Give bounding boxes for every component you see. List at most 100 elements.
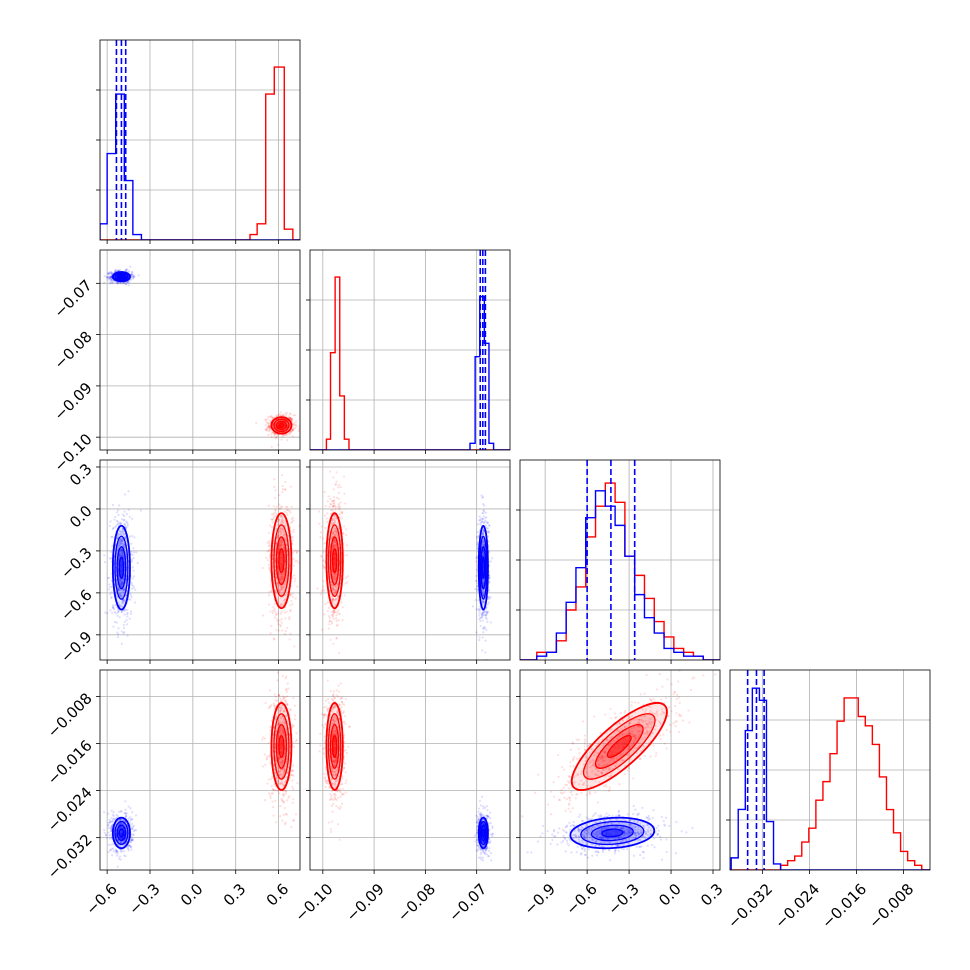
red-sample-point (279, 727, 282, 730)
blue-sample-point (127, 846, 130, 850)
blue-sample-point (121, 581, 124, 584)
blue-sample-point (131, 587, 134, 590)
red-sample-point (331, 600, 334, 603)
red-sample-point (280, 604, 283, 608)
red-sample-point (292, 745, 296, 748)
red-sample-point (281, 434, 284, 437)
red-sample-point (281, 757, 285, 760)
red-sample-point (274, 432, 277, 435)
blue-sample-point (116, 537, 119, 540)
red-sample-point (291, 435, 294, 438)
blue-sample-point (481, 529, 485, 532)
red-histogram-1 (100, 66, 300, 240)
blue-sample-point (117, 586, 120, 590)
red-sample-point (280, 424, 283, 427)
red-sample-point (279, 769, 282, 772)
blue-sample-point (482, 593, 485, 597)
red-sample-point (293, 574, 296, 577)
blue-sample-point (116, 523, 119, 526)
blue-sample-point (119, 592, 122, 595)
red-histogram-3 (520, 482, 720, 660)
blue-sample-point (105, 612, 109, 615)
red-sample-point (294, 740, 298, 743)
blue-sample-point (131, 577, 134, 580)
red-sample-point (278, 518, 281, 522)
blue-sample-point (117, 269, 120, 272)
red-sample-point (268, 422, 272, 425)
red-sample-point (333, 513, 336, 517)
blue-sample-point (129, 807, 132, 810)
red-sample-point (280, 474, 284, 477)
red-sample-point (332, 611, 336, 614)
red-sample-point (270, 624, 273, 628)
red-sample-point (330, 521, 333, 524)
blue-sample-point (110, 843, 113, 846)
blue-sample-point (123, 609, 126, 613)
blue-sample-point (107, 276, 110, 279)
blue-sample-point (106, 276, 109, 279)
red-sample-point (277, 601, 280, 604)
red-sample-point (278, 695, 281, 698)
blue-sample-point (118, 616, 121, 619)
blue-sample-point (119, 542, 122, 545)
blue-sample-point (128, 280, 131, 284)
red-sample-point (281, 413, 285, 417)
red-sample-point (290, 505, 293, 509)
blue-sample-point (117, 513, 120, 517)
blue-sample-point (481, 553, 485, 557)
red-sample-point (268, 689, 272, 692)
blue-contour-line (479, 535, 488, 600)
red-sample-point (335, 480, 338, 483)
red-sample-point (281, 710, 285, 714)
red-sample-point (283, 598, 287, 602)
red-sample-point (282, 813, 285, 817)
blue-sample-point (111, 605, 115, 608)
red-sample-point (295, 551, 299, 554)
red-sample-point (332, 505, 335, 508)
blue-sample-point (123, 510, 126, 513)
red-sample-point (334, 599, 337, 602)
blue-sample-point (130, 583, 133, 587)
blue-sample-point (481, 495, 484, 498)
red-sample-point (278, 588, 281, 592)
red-sample-point (301, 736, 303, 738)
red-sample-point (331, 587, 334, 590)
blue-sample-point (126, 615, 129, 618)
blue-sample-point (487, 531, 490, 534)
blue-sample-point (133, 536, 136, 539)
red-sample-point (268, 542, 271, 545)
red-sample-point (287, 796, 290, 799)
blue-sample-point (489, 560, 492, 563)
red-contour-line (270, 416, 293, 435)
red-sample-point (341, 511, 344, 514)
red-sample-point (280, 539, 283, 542)
red-sample-point (334, 541, 337, 544)
red-sample-point (294, 577, 297, 580)
red-sample-point (281, 760, 284, 763)
red-sample-point (279, 514, 283, 517)
red-sample-point (280, 779, 283, 782)
blue-sample-point (118, 857, 121, 860)
blue-sample-point (125, 618, 128, 622)
red-sample-point (330, 500, 333, 503)
blue-sample-point (131, 839, 134, 842)
red-sample-point (289, 708, 292, 711)
histogram-steps (520, 460, 720, 660)
blue-sample-point (120, 549, 123, 553)
red-sample-point (292, 819, 295, 822)
red-sample-point (289, 774, 292, 777)
red-sample-point (296, 782, 299, 785)
blue-sample-point (114, 270, 117, 273)
red-sample-point (289, 418, 292, 421)
red-sample-point (339, 501, 342, 504)
red-sample-point (284, 488, 287, 491)
red-sample-point (264, 424, 267, 427)
red-sample-point (326, 500, 329, 503)
red-sample-point (297, 428, 300, 431)
red-sample-point (332, 476, 335, 479)
blue-sample-point (122, 556, 126, 560)
red-sample-point (268, 568, 271, 571)
red-sample-point (282, 572, 285, 576)
red-sample-point (337, 538, 340, 541)
blue-sample-point (109, 277, 112, 280)
